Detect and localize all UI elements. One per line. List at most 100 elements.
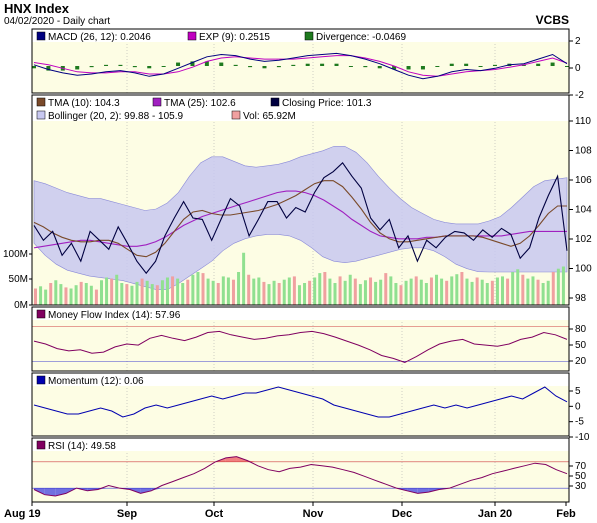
volume-bar [216,283,220,305]
rsi-oversold-fill [140,488,152,494]
volume-bar [145,280,149,305]
divergence-bar [104,64,109,66]
volume-bar [389,276,393,305]
legend-bollinger-swatch [36,110,46,120]
rsi-ytick-label: 70 [575,461,587,472]
volume-bar [379,279,383,305]
rsi-ytick-label: 30 [575,481,587,492]
divergence-bar [176,62,181,66]
divergence-bar [233,64,238,66]
volume-bar [536,279,540,305]
volume-bar [191,274,195,305]
divergence-bar [406,66,411,70]
volume-bar [262,281,266,305]
volume-ytick-label: 50M [9,274,28,285]
volume-bar [226,277,230,305]
volume-bar [531,276,535,305]
volume-bar [409,278,413,305]
volume-bar [394,283,398,305]
divergence-bar [521,64,526,66]
volume-bar [308,280,312,305]
legend-tma25-label: TMA (25): 102.6 [164,98,236,109]
price-ytick-label: 102 [575,234,592,245]
rsi-oversold-fill [151,488,162,491]
x-tick-label: Feb [556,508,576,520]
divergence-bar [219,62,224,66]
divergence-bar [334,63,339,66]
volume-bar [297,285,301,305]
volume-bar [54,280,58,305]
mfi-line [33,330,568,363]
legend-rsi-swatch [36,440,46,450]
volume-bar [135,281,139,305]
volume-bar [155,285,159,305]
volume-bar [455,274,459,305]
volume-bar [231,279,235,305]
legend-volume-swatch [231,110,241,120]
volume-bar [59,284,63,305]
mfi-ytick-label: 50 [575,340,587,351]
x-tick-label: Jan 20 [478,508,512,520]
volume-bar [150,284,154,305]
volume-bar [69,288,73,305]
legend-divergence-swatch [304,31,314,41]
chart-title: HNX Index [4,1,70,16]
macd-legend-bg [32,29,569,42]
divergence-bar [449,63,454,66]
rsi-oversold-fill [407,488,418,494]
volume-bar [242,252,246,305]
rsi-panel-frame [31,437,570,503]
divergence-bar [291,64,296,66]
volume-ytick-label: 0M [14,300,28,311]
volume-bar [323,272,327,305]
divergence-bar [75,66,80,70]
volume-bar [196,272,200,305]
volume-bar [160,280,164,305]
volume-bar [206,278,210,305]
price-ytick-label: 110 [575,116,591,127]
legend-exp-label: EXP (9): 0.2515 [199,32,270,43]
divergence-bar [565,66,569,67]
divergence-bar [89,66,94,68]
volume-bar [115,274,119,305]
volume-bar [328,278,332,305]
divergence-bar [420,66,425,70]
legend-bollinger-label: Bollinger (20, 2): 99.88 - 105.9 [48,111,184,122]
legend-tma10-swatch [36,97,46,107]
macd-ytick-label: 2 [575,36,581,47]
volume-bar [313,277,317,305]
volume-bar [94,289,98,305]
divergence-bar [478,66,483,67]
volume-bar [501,276,505,305]
volume-bar [470,281,474,305]
volume-bar [211,280,215,305]
divergence-bar [363,66,368,68]
volume-bar [490,280,494,305]
divergence-bar [161,66,166,67]
price-panel-frame [31,94,570,306]
divergence-bar [190,61,195,66]
volume-bar [480,279,484,305]
volume-bar [435,274,439,305]
volume-bar [292,276,296,305]
volume-bar [105,277,109,305]
volume-bar [338,276,342,305]
divergence-bar [377,66,382,69]
x-tick-label: Aug 19 [4,508,41,520]
macd-line [33,52,568,80]
legend-exp-swatch [187,31,197,41]
volume-bar [333,283,337,305]
mfi-legend-bg [32,307,569,320]
bollinger-band [33,146,568,290]
momentum-ytick-label: -5 [575,417,584,428]
chart-source: VCBS [535,13,569,27]
x-tick-label: Dec [392,508,412,520]
divergence-bar [248,66,253,68]
divergence-bar [147,66,152,69]
legend-rsi-label: RSI (14): 49.58 [48,441,116,452]
volume-bar [353,278,357,305]
volume-bar [39,286,43,305]
volume-bar [221,276,225,305]
x-tick-label: Nov [303,508,325,520]
volume-bar [165,277,169,305]
